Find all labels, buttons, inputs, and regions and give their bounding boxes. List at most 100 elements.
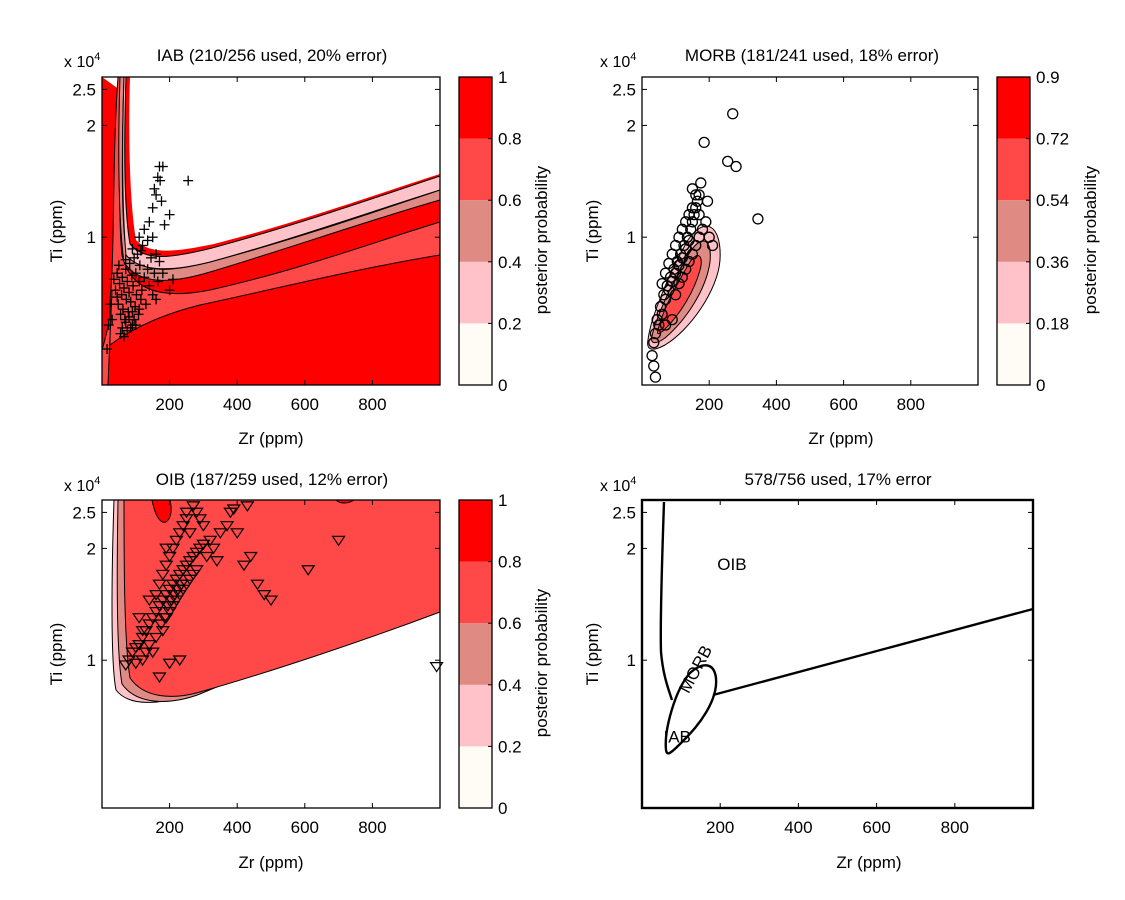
data-point-plus (125, 322, 136, 333)
colorbar-bin (459, 684, 492, 747)
data-point-circle (693, 189, 705, 201)
colorbar-tick-label: 0.8 (498, 553, 522, 572)
data-point-triangle (155, 569, 170, 581)
colorbar-tick-label: 0.2 (498, 314, 522, 333)
data-point-triangle (189, 565, 204, 576)
colorbar-bin (459, 200, 492, 262)
data-point-triangle (148, 590, 164, 601)
data-point-triangle (155, 595, 170, 607)
colorbar-tick-label: 0.4 (498, 253, 522, 272)
colorbar-bin (459, 77, 492, 139)
data-point-triangle (135, 655, 150, 667)
data-point-plus (137, 240, 148, 251)
data-point-plus (142, 264, 153, 275)
data-point-circle (696, 223, 709, 235)
data-point-plus (102, 344, 113, 355)
colorbar-tick-label: 0.9 (1036, 68, 1060, 87)
data-point-triangle (132, 613, 147, 624)
x-tick-label: 800 (941, 818, 969, 837)
x-tick-label: 800 (358, 818, 386, 837)
data-point-plus (146, 252, 157, 263)
y-tick-label: 2 (627, 116, 636, 135)
data-point-circle (659, 267, 672, 279)
y-tick-label: 1 (627, 651, 636, 670)
data-point-triangle (257, 590, 272, 601)
oib-y-exponent: x 104 (64, 475, 100, 495)
data-point-plus (152, 276, 163, 287)
colorbar-frame (996, 76, 1031, 386)
colorbar-bin (997, 323, 1030, 385)
data-point-plus (114, 278, 125, 289)
data-point-plus (139, 272, 150, 283)
iab-colorbar-label: posterior probability (532, 165, 551, 314)
data-point-triangle (331, 535, 346, 547)
data-point-triangle (301, 565, 316, 576)
data-point-plus (156, 196, 167, 207)
region-label-oib: OIB (717, 555, 746, 574)
iab-axes-box (101, 76, 441, 386)
y-tick-label: 2.5 (612, 80, 636, 99)
data-point-triangle (145, 647, 160, 659)
data-point-triangle (142, 619, 157, 631)
data-point-plus (147, 232, 158, 243)
data-point-circle (680, 216, 692, 228)
y-tick-label: 2 (87, 116, 96, 135)
data-point-plus (144, 216, 155, 227)
data-point-triangle (164, 595, 179, 607)
data-point-plus (130, 268, 141, 279)
x-tick-label: 400 (223, 818, 251, 837)
colorbar-bin (459, 561, 492, 624)
colorbar-bin (997, 138, 1030, 201)
data-point-plus (117, 272, 128, 283)
data-point-plus (149, 183, 160, 194)
data-point-plus (155, 175, 166, 186)
data-point-plus (115, 309, 126, 320)
morb-x-axis-label: Zr (ppm) (808, 429, 873, 448)
data-point-triangle (135, 632, 150, 644)
data-point-circle (673, 277, 685, 290)
data-point-circle (698, 136, 710, 149)
data-point-plus (126, 270, 137, 281)
data-point-circle (680, 263, 692, 275)
data-point-circle (722, 155, 734, 168)
data-point-circle (752, 213, 764, 225)
colorbar-tick-label: 0.8 (498, 130, 522, 149)
combined-x-ticks: 200 400 600 800 (706, 500, 969, 837)
data-point-plus (124, 311, 135, 322)
y-tick-label: 2 (87, 539, 96, 558)
data-point-triangle (192, 514, 208, 525)
data-point-triangle (142, 595, 157, 607)
data-point-triangle (160, 601, 176, 612)
morb-title: MORB (181/241 used, 18% error) (685, 46, 939, 65)
morb-y-ticks: 122.5 (612, 80, 978, 247)
data-point-circle (646, 349, 658, 362)
data-point-triangle (148, 607, 164, 618)
data-point-triangle (152, 579, 167, 591)
data-point-circle (669, 289, 682, 301)
data-point-triangle (152, 601, 167, 612)
colorbar-tick-label: 0.36 (1036, 253, 1069, 272)
data-point-plus (140, 299, 151, 310)
data-point-triangle (179, 514, 194, 525)
data-point-triangle (186, 501, 201, 512)
data-point-plus (159, 219, 170, 230)
colorbar-tick-label: 0.72 (1036, 130, 1069, 149)
data-point-triangle (162, 584, 177, 596)
x-tick-label: 200 (155, 818, 183, 837)
data-point-triangle (148, 632, 164, 644)
data-point-circle (656, 277, 668, 290)
colorbar-tick-label: 0.54 (1036, 191, 1069, 210)
data-point-plus (117, 322, 128, 333)
data-point-triangle (213, 528, 228, 539)
panel-oib: OIB (187/259 used, 12% error) x 104 200 4… (47, 470, 551, 872)
boundary-morb-ellipse (664, 664, 718, 755)
data-point-plus (113, 260, 124, 271)
colorbar-tick-label: 0.6 (498, 614, 522, 633)
colorbar-bin (459, 500, 492, 562)
data-point-circle (656, 308, 668, 320)
data-point-triangle (230, 528, 245, 539)
boundary-oib-iab-right (712, 607, 1034, 697)
y-tick-label: 1 (87, 228, 96, 247)
y-tick-label: 2.5 (612, 503, 636, 522)
data-point-plus (134, 304, 145, 315)
